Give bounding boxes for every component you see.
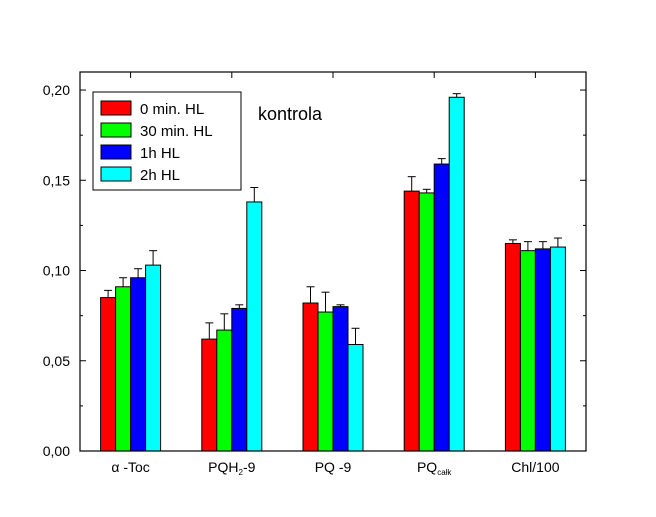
y-tick-label-0: 0,00 — [43, 443, 70, 459]
annotation-kontrola: kontrola — [258, 104, 323, 124]
legend-label-3: 1h HL — [140, 145, 180, 162]
error-bars-layer — [104, 93, 562, 345]
legend: 0 min. HL 30 min. HL 1h HL 2h HL — [92, 91, 242, 191]
bar-4-1 — [145, 264, 162, 452]
x-tick-label-2: PQ -9 — [315, 459, 352, 475]
bar-1-3 — [302, 302, 319, 452]
bar-3-1 — [130, 277, 147, 452]
bar-2-5 — [519, 250, 536, 452]
y-tick-label-2: 0,10 — [43, 263, 70, 279]
bar-1-1 — [100, 297, 117, 452]
legend-swatch-1 — [100, 100, 132, 116]
y-tick-label-1: 0,05 — [43, 353, 70, 369]
legend-label-4: 2h HL — [140, 167, 180, 184]
x-tick-label-1: PQH2-9 — [208, 459, 255, 477]
bar-1-5 — [504, 242, 521, 452]
legend-swatch-4 — [100, 166, 132, 182]
legend-label-1: 0 min. HL — [140, 101, 204, 118]
bar-2-4 — [418, 192, 435, 452]
legend-items: 0 min. HL 30 min. HL 1h HL 2h HL — [100, 100, 213, 184]
legend-label-2: 30 min. HL — [140, 123, 213, 140]
bar-4-4 — [448, 96, 465, 452]
legend-swatch-2 — [100, 122, 132, 138]
bars-layer — [100, 96, 566, 452]
bar-2-1 — [115, 286, 132, 452]
y-tick-label-4: 0,20 — [43, 82, 70, 98]
x-tick-label-3: PQcałk — [417, 459, 452, 477]
bar-3-4 — [433, 163, 450, 452]
bar-3-2 — [231, 307, 248, 452]
x-tick-label-0: α -Toc — [111, 459, 149, 475]
bar-4-5 — [549, 246, 566, 452]
bar-4-2 — [246, 201, 263, 452]
x-tick-label-4: Chl/100 — [511, 459, 559, 475]
legend-swatch-3 — [100, 144, 132, 160]
y-tick-label-3: 0,15 — [43, 172, 70, 188]
bar-2-3 — [317, 311, 334, 452]
bar-3-5 — [534, 248, 551, 452]
bar-3-3 — [332, 306, 349, 452]
bar-4-3 — [347, 344, 364, 452]
bar-1-2 — [201, 338, 218, 452]
bar-1-4 — [403, 190, 420, 452]
bar-2-2 — [216, 329, 233, 452]
